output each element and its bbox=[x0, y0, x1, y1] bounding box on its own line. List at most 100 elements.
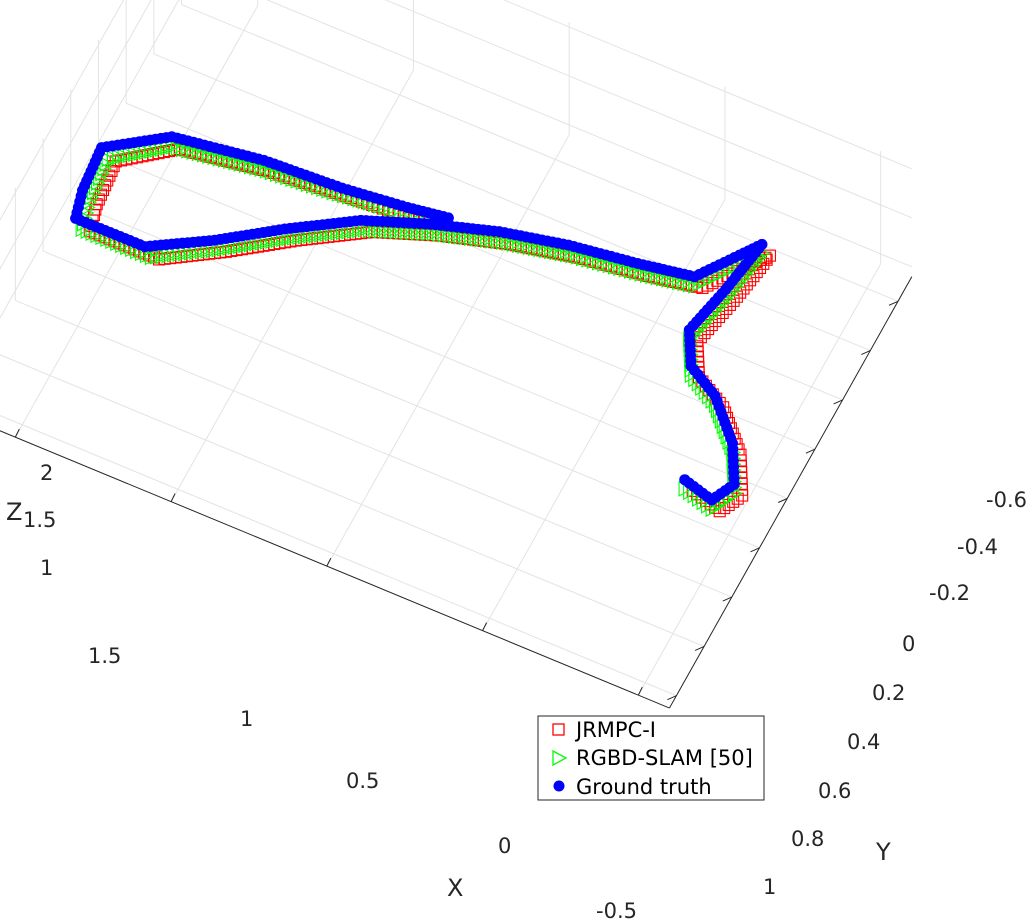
data-point bbox=[565, 247, 581, 264]
data-point bbox=[314, 226, 329, 243]
data-point bbox=[490, 233, 506, 250]
y-tick-mark bbox=[833, 399, 843, 405]
data-point bbox=[517, 238, 533, 255]
data-point bbox=[155, 248, 171, 265]
y-tick-label: 0 bbox=[902, 632, 915, 656]
data-point bbox=[554, 245, 570, 262]
data-point bbox=[560, 246, 575, 263]
data-point bbox=[270, 232, 286, 249]
data-point bbox=[144, 249, 160, 266]
data-point bbox=[469, 230, 485, 247]
grid-line bbox=[326, 134, 570, 567]
legend-label: JRMPC-I bbox=[574, 718, 656, 742]
data-point bbox=[319, 226, 335, 243]
legend-marker-triangle bbox=[552, 749, 568, 767]
data-point bbox=[597, 256, 613, 272]
series-ground-truth bbox=[70, 131, 768, 506]
data-point bbox=[264, 164, 280, 181]
data-point bbox=[144, 143, 159, 159]
data-point bbox=[629, 264, 644, 281]
z-axis-label: Z bbox=[6, 498, 22, 526]
grid-line bbox=[0, 0, 180, 319]
data-point bbox=[602, 257, 618, 274]
y-tick-label: -0.2 bbox=[929, 581, 970, 605]
data-point bbox=[394, 223, 410, 240]
data-point bbox=[160, 139, 175, 156]
y-tick-label: -0.6 bbox=[986, 488, 1027, 512]
data-point bbox=[528, 240, 543, 257]
data-point bbox=[233, 238, 248, 255]
data-point bbox=[117, 148, 133, 165]
data-point bbox=[634, 266, 650, 282]
y-tick-mark bbox=[777, 498, 788, 503]
data-point bbox=[308, 227, 324, 244]
data-point bbox=[227, 239, 243, 256]
data-point bbox=[607, 258, 623, 275]
data-point bbox=[276, 231, 291, 248]
grid-line bbox=[42, 250, 760, 549]
data-point bbox=[650, 269, 666, 286]
data-point bbox=[330, 225, 346, 241]
y-tick-mark bbox=[694, 645, 705, 651]
legend-box bbox=[537, 715, 765, 801]
data-point bbox=[672, 274, 687, 291]
data-point bbox=[485, 232, 501, 249]
x-tick-label: 0 bbox=[498, 834, 511, 858]
y-tick-mark bbox=[750, 547, 760, 553]
data-point bbox=[259, 162, 275, 179]
data-point bbox=[335, 224, 351, 241]
data-point bbox=[710, 498, 725, 514]
data-point bbox=[228, 154, 244, 171]
data-point bbox=[549, 244, 565, 261]
data-point bbox=[303, 228, 319, 244]
tick-labels: 1.5 1 0.5 0 -0.5 -0.6 -0.4 -0.2 0 0.2 0.… bbox=[23, 461, 1027, 922]
x-tick-mark bbox=[326, 557, 332, 567]
legend-marker-square bbox=[552, 723, 565, 736]
data-point bbox=[501, 235, 517, 252]
data-point bbox=[191, 145, 207, 162]
data-point bbox=[206, 242, 221, 259]
data-point bbox=[592, 254, 607, 271]
legend: JRMPC-I RGBD-SLAM [50] Ground truth bbox=[537, 715, 765, 801]
data-point bbox=[197, 146, 212, 163]
grid-line bbox=[266, 0, 913, 268]
grid-lines bbox=[0, 0, 913, 697]
data-point bbox=[297, 228, 313, 245]
data-point bbox=[416, 225, 431, 241]
legend-label: RGBD-SLAM [50] bbox=[576, 746, 753, 770]
data-point bbox=[458, 229, 474, 246]
data-point bbox=[222, 240, 238, 256]
data-point bbox=[656, 270, 671, 287]
data-point bbox=[448, 228, 463, 245]
y-tick-mark bbox=[888, 300, 899, 306]
data-point bbox=[618, 261, 634, 278]
data-point bbox=[254, 161, 270, 178]
data-point bbox=[172, 246, 188, 263]
grid-line bbox=[384, 0, 913, 219]
axes bbox=[0, 276, 913, 709]
data-point bbox=[186, 144, 202, 161]
y-axis-line bbox=[669, 276, 913, 709]
data-point bbox=[464, 230, 479, 247]
y-tick-mark bbox=[805, 448, 816, 454]
data-point bbox=[586, 253, 602, 270]
grid-line bbox=[98, 152, 816, 450]
data-point bbox=[194, 243, 210, 260]
data-point bbox=[679, 474, 691, 486]
data-point bbox=[183, 244, 199, 261]
x-tick-mark bbox=[482, 622, 488, 631]
grid-line bbox=[14, 5, 259, 438]
data-point bbox=[161, 247, 177, 264]
data-point bbox=[410, 224, 426, 241]
legend-label: Ground truth bbox=[576, 775, 712, 799]
grid-line bbox=[15, 299, 732, 598]
data-point bbox=[522, 239, 538, 256]
data-point bbox=[352, 222, 367, 239]
grid-line bbox=[0, 354, 705, 647]
data-point bbox=[200, 243, 216, 259]
data-point bbox=[581, 251, 597, 268]
data-point bbox=[480, 232, 495, 249]
data-point bbox=[705, 501, 721, 518]
data-point bbox=[286, 229, 302, 246]
